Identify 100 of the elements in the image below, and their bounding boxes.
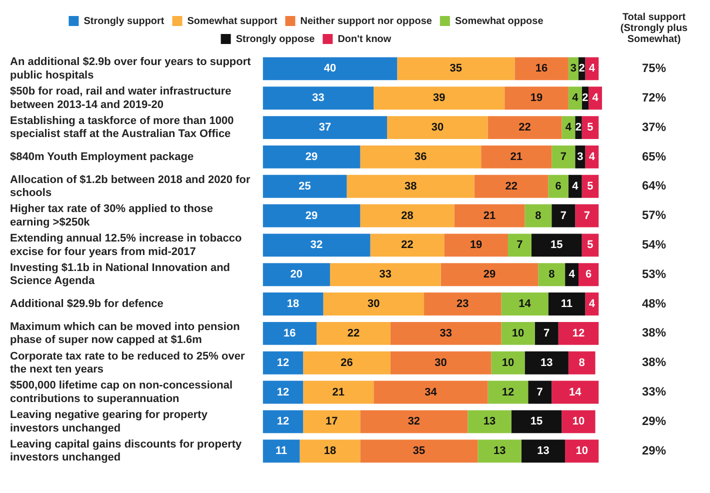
data-label: 23 [456, 298, 469, 310]
data-label: 30 [434, 356, 447, 369]
bar [568, 174, 582, 198]
data-label: 25 [298, 180, 311, 192]
bar [262, 174, 347, 198]
bar [370, 234, 444, 257]
data-label: 6 [586, 268, 592, 281]
bar [387, 116, 488, 140]
bar [568, 86, 582, 110]
y-tick-label: An additional $2.9b over four years to support public hospitals [10, 56, 252, 82]
bar [531, 234, 582, 257]
bar [262, 145, 360, 168]
text: 64% [642, 178, 666, 193]
bar [262, 263, 330, 286]
data-label: 7 [560, 150, 566, 163]
legend-label: Somewhat oppose [454, 16, 544, 27]
data-label: 32 [310, 239, 323, 252]
bar [262, 410, 304, 434]
data-label: 21 [510, 150, 522, 163]
data-label: 22 [347, 327, 360, 340]
data-label: 13 [537, 445, 550, 458]
data-label: 12 [502, 386, 514, 398]
data-label: 7 [516, 239, 523, 252]
data-label: 3 [577, 150, 584, 163]
bar [538, 263, 566, 286]
bar [374, 86, 505, 110]
data-label: 16 [284, 327, 296, 340]
bar [424, 292, 502, 316]
bar [534, 322, 558, 345]
data-label: 29 [483, 268, 496, 281]
data-label: 8 [548, 268, 555, 281]
bar [262, 440, 300, 463]
bar [514, 57, 568, 80]
bar [262, 234, 370, 257]
data-label: 15 [530, 416, 543, 428]
data-label: 15 [550, 239, 563, 252]
data-label: 13 [493, 445, 506, 458]
data-label: 22 [505, 180, 518, 192]
bar [521, 440, 566, 463]
y-tick-label: Additional $29.9b for defence [10, 298, 164, 310]
bar [562, 116, 576, 140]
data-label: 5 [587, 180, 594, 192]
bar [585, 292, 599, 316]
data-label: 7 [560, 210, 566, 222]
data-label: 35 [412, 445, 426, 458]
bar [330, 263, 441, 286]
data-label: 36 [414, 150, 427, 163]
data-label: 12 [276, 416, 290, 428]
data-label: 28 [401, 210, 414, 222]
y-tick-label: Extending annual 12.5% increase in tobacco excise for four years from mid-2017 [10, 232, 242, 258]
data-label: 33 [440, 327, 452, 340]
data-label: 13 [540, 356, 553, 369]
bar [454, 204, 525, 228]
data-label: 22 [401, 239, 414, 252]
data-label: 37 [318, 122, 332, 134]
data-label: 4 [588, 298, 596, 310]
y-tick-label: Corporate tax rate to be reduced to 25% over the next ten years [10, 350, 246, 376]
data-label: 20 [290, 268, 303, 281]
data-label: 19 [470, 239, 482, 252]
bar [360, 204, 454, 228]
data-label: 12 [572, 327, 585, 340]
data-label: 11 [275, 445, 288, 458]
bar [501, 292, 548, 316]
text: Total support (Strongly plus Somewhat) [620, 12, 688, 45]
data-label: 33 [312, 92, 324, 104]
bar [390, 322, 502, 345]
bar [491, 351, 525, 374]
data-label: 4 [592, 92, 600, 104]
data-label: 19 [530, 92, 543, 104]
bar [262, 86, 374, 110]
data-label: 38 [404, 180, 417, 192]
y-tick-label: Leaving capital gains discounts for property investors unchanged [10, 438, 243, 464]
data-label: 30 [368, 298, 380, 310]
bar [474, 174, 548, 198]
bar [300, 440, 360, 463]
bar [552, 380, 599, 404]
legend-label: Neither support nor oppose [300, 16, 432, 27]
bar [582, 116, 599, 140]
data-label: 10 [572, 416, 585, 428]
data-label: 2 [582, 92, 588, 104]
y-tick-label: Establishing a taskforce of more than 1000 specialist staff at the Australian Tax Office [10, 114, 234, 140]
legend-label: Strongly oppose [236, 34, 316, 45]
data-label: 33 [379, 268, 392, 281]
data-label: 4 [572, 92, 580, 104]
legend-label: Somewhat support [187, 16, 278, 27]
data-label: 13 [483, 416, 496, 428]
data-label: 12 [276, 386, 290, 398]
y-tick-label: Allocation of $1.2b between 2018 and 2020 for schools [10, 174, 251, 199]
bar [501, 322, 535, 345]
bar [440, 263, 538, 286]
data-label: 32 [408, 416, 420, 428]
data-label: 4 [568, 268, 576, 281]
text: 33% [642, 384, 666, 399]
data-label: 11 [560, 298, 573, 310]
bar [262, 204, 360, 228]
bar [558, 322, 599, 345]
bar [552, 145, 576, 168]
bar [390, 351, 492, 374]
data-label: 4 [572, 180, 580, 192]
data-label: 16 [535, 62, 548, 75]
